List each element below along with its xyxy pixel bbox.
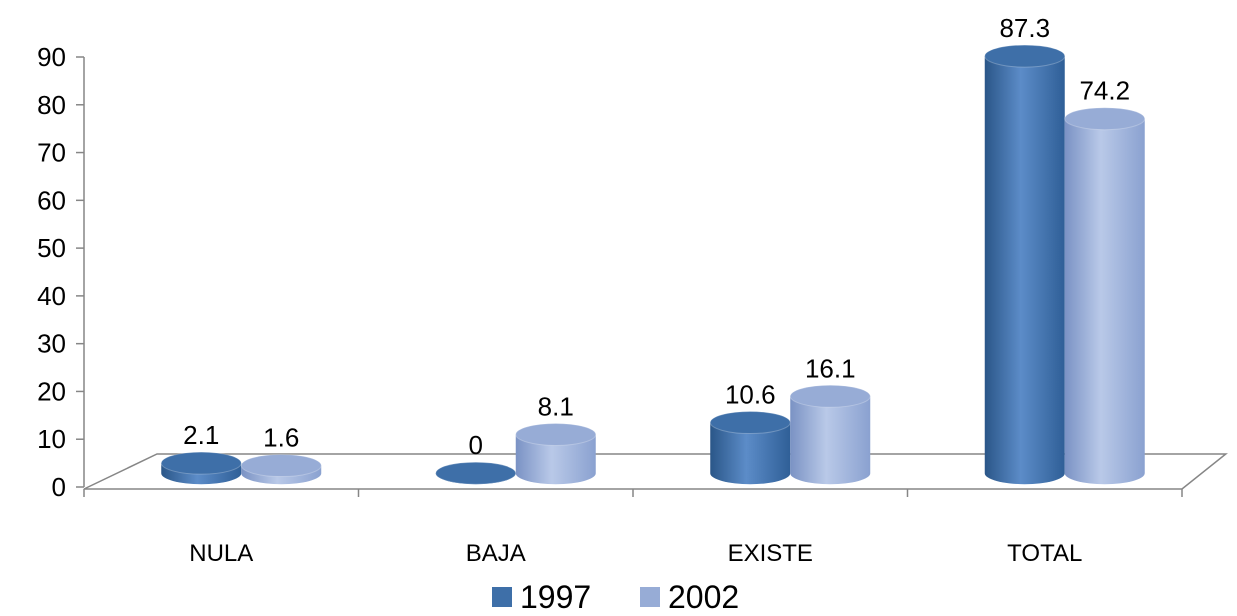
chart-axes: 0 10 20 30 40 50 60 70 80 90 NULA BAJA EXISTE TOTAL — [37, 42, 1228, 567]
legend-item-2002: 2002 — [640, 578, 739, 616]
legend-label-1997: 1997 — [520, 578, 592, 615]
y-tick-label: 90 — [37, 42, 66, 72]
y-tick-label: 70 — [37, 138, 66, 168]
bar-body — [984, 56, 1065, 485]
bar-2002-nula — [240, 454, 322, 485]
chart-data-labels: 2.1 1.6 0 8.1 10.6 16.1 87.3 74.2 — [183, 13, 1130, 460]
data-label: 0 — [469, 430, 483, 460]
data-label: 10.6 — [725, 380, 776, 410]
y-tick-label: 40 — [37, 281, 66, 311]
y-tick-label: 10 — [37, 424, 66, 454]
data-label: 2.1 — [183, 420, 219, 450]
legend-swatch-2002 — [640, 587, 660, 607]
bar-top — [709, 411, 791, 435]
chart-floor — [83, 453, 1228, 490]
bar-1997-nula — [160, 451, 242, 485]
data-label: 1.6 — [263, 423, 299, 453]
bar-1997-existe — [709, 411, 791, 485]
bar-1997-baja — [435, 461, 517, 485]
x-tick-label: NULA — [189, 540, 253, 567]
x-tick-label: BAJA — [466, 540, 526, 567]
bar-top — [160, 451, 242, 475]
bar-top — [240, 454, 322, 478]
y-tick-label: 80 — [37, 90, 66, 120]
bar-top — [435, 461, 517, 485]
chart-bars — [160, 44, 1146, 485]
y-tick-label: 60 — [37, 185, 66, 215]
bar-top — [515, 423, 597, 446]
data-label: 87.3 — [999, 13, 1050, 43]
bar-body — [710, 422, 791, 485]
bar-top — [1064, 107, 1146, 131]
chart: 0 10 20 30 40 50 60 70 80 90 NULA BAJA EXISTE TOTAL 2… — [37, 13, 1228, 567]
bar-body — [790, 396, 871, 485]
bar-top — [984, 44, 1066, 68]
legend-label-2002: 2002 — [668, 578, 740, 615]
data-label: 74.2 — [1079, 76, 1130, 106]
x-tick-label: TOTAL — [1007, 540, 1082, 567]
bar-2002-baja — [515, 423, 597, 485]
legend-item-1997: 1997 — [492, 578, 591, 616]
y-tick-label: 20 — [37, 376, 66, 406]
legend-swatch-1997 — [492, 587, 512, 607]
bar-2002-existe — [789, 384, 871, 485]
bar-2002-total — [1064, 107, 1146, 485]
bar-body — [1064, 118, 1145, 485]
x-tick-label: EXISTE — [728, 540, 813, 567]
data-label: 16.1 — [805, 353, 856, 383]
y-tick-label: 50 — [37, 233, 66, 263]
bar-body — [515, 434, 596, 485]
legend: 1997 2002 — [0, 578, 1237, 616]
bar-1997-total — [984, 44, 1066, 485]
bar-top — [789, 384, 871, 408]
data-label: 8.1 — [538, 392, 574, 422]
y-tick-label: 30 — [37, 329, 66, 359]
y-tick-label: 0 — [52, 472, 66, 502]
